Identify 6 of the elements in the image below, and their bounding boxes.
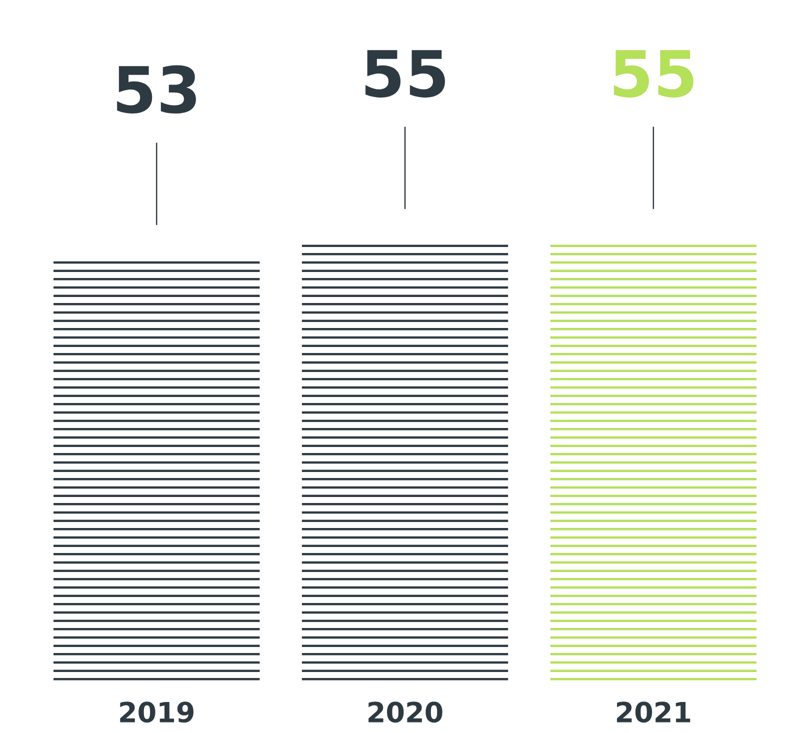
x-tick-label: 2020 — [368, 702, 442, 723]
data-label: 55 — [614, 50, 694, 98]
x-tick-label: 2021 — [616, 702, 690, 723]
data-label: 55 — [365, 50, 445, 98]
data-label: 53 — [117, 65, 196, 114]
x-tick-label: 2019 — [120, 702, 194, 723]
